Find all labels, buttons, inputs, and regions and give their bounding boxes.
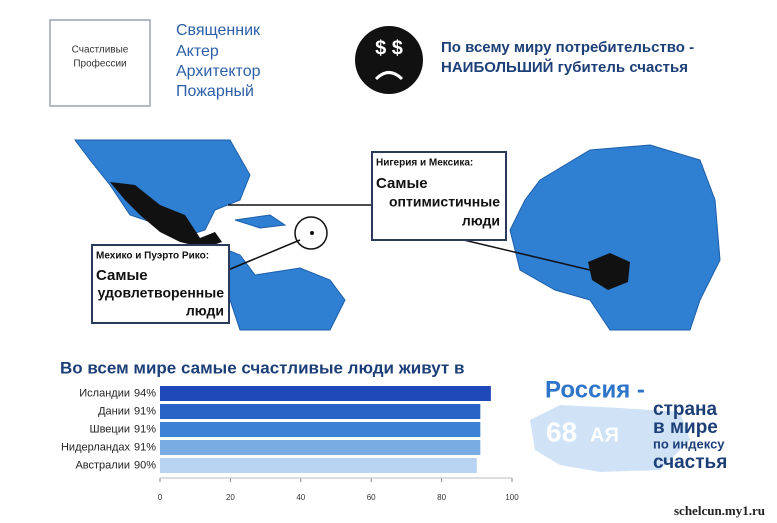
category-label: Австралии xyxy=(75,459,130,471)
watermark: schelcun.my1.ru xyxy=(674,503,765,518)
box-label: Профессии xyxy=(73,58,126,70)
south-america xyxy=(214,244,346,331)
profession: Священник xyxy=(176,22,261,39)
callout-line: люди xyxy=(462,213,500,229)
callout-line: Самые xyxy=(96,267,148,284)
callout-lead: Мехико и Пуэрто Рико: xyxy=(96,251,209,262)
category-label: Нидерландах xyxy=(61,441,131,453)
callout-lead: Нигерия и Мексика: xyxy=(376,158,473,169)
callout-line: люди xyxy=(186,303,224,319)
russia-line: страна xyxy=(653,399,718,420)
icon-text: $ $ xyxy=(375,37,403,59)
bar xyxy=(160,404,481,419)
value-label: 91% xyxy=(134,441,156,453)
callout-box xyxy=(371,151,507,241)
puerto-rico xyxy=(310,231,314,235)
callout-line: удовлетворенные xyxy=(98,285,225,301)
category-label: Исландии xyxy=(79,387,130,399)
frown xyxy=(374,71,404,81)
mexico xyxy=(110,182,222,248)
bar-chart: 0 20 40 60 80 100 94% Исландии 91% Дании 91% Швеции… xyxy=(61,386,519,502)
russia-rank: 68 xyxy=(546,416,577,447)
x-tick-label: 80 xyxy=(437,493,446,502)
russia-map xyxy=(530,405,690,472)
nigeria xyxy=(588,253,630,290)
value-label: 91% xyxy=(134,423,156,435)
bar xyxy=(160,458,477,473)
professions-box xyxy=(49,19,151,107)
bar xyxy=(160,440,481,455)
callout-line: оптимистичные xyxy=(389,194,500,210)
chart-title: Во всем мире самые счастливые люди живут… xyxy=(60,358,464,377)
x-tick-label: 100 xyxy=(505,493,519,502)
x-tick-label: 60 xyxy=(367,493,376,502)
x-tick-label: 0 xyxy=(158,493,163,502)
russia-suffix: АЯ xyxy=(590,424,619,446)
category-label: Швеции xyxy=(89,423,130,435)
profession: Архитектор xyxy=(176,63,261,80)
value-label: 94% xyxy=(134,387,156,399)
russia-line: по индексу xyxy=(653,436,725,451)
consumerism-text: По всему миру потребительство - xyxy=(441,39,694,56)
box-label: Счастливые xyxy=(72,45,129,56)
callout-line: Самые xyxy=(376,175,428,192)
sad-money-icon xyxy=(355,26,423,94)
bar xyxy=(160,386,491,401)
africa xyxy=(509,144,721,331)
connector xyxy=(227,239,301,271)
puerto-rico-circle xyxy=(294,216,328,250)
russia-line: в мире xyxy=(653,417,718,438)
category-label: Дании xyxy=(98,405,130,417)
profession: Пожарный xyxy=(176,83,254,100)
cuba xyxy=(234,214,287,229)
russia-line: счастья xyxy=(653,452,727,473)
bar xyxy=(160,422,481,437)
callout-box xyxy=(91,244,230,324)
x-tick-label: 20 xyxy=(226,493,235,502)
value-label: 90% xyxy=(134,459,156,471)
value-label: 91% xyxy=(134,405,156,417)
x-tick-label: 40 xyxy=(296,493,305,502)
russia-title: Россия - xyxy=(545,376,645,403)
consumerism-text: НАИБОЛЬШИЙ губитель счастья xyxy=(441,58,688,76)
profession: Актер xyxy=(176,43,219,60)
